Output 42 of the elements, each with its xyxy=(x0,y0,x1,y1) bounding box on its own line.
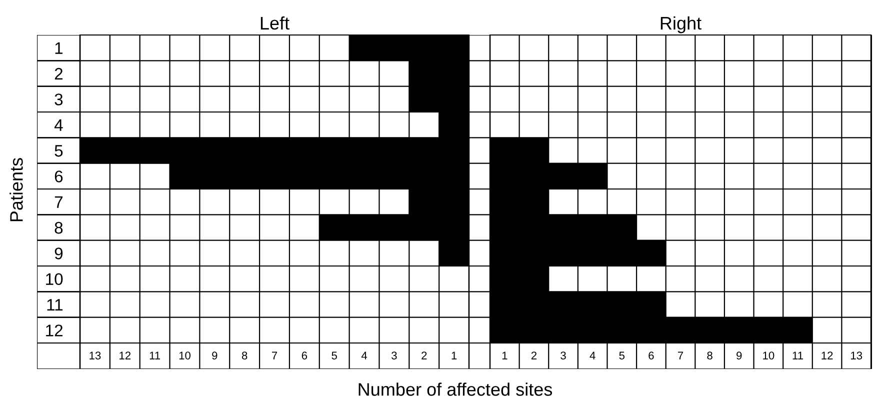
x-tick-label: 6 xyxy=(302,352,308,360)
y-tick-label: 11 xyxy=(47,299,63,311)
x-tick-label: 5 xyxy=(619,352,625,360)
x-tick-label: 1 xyxy=(452,352,457,360)
x-tick-label: 2 xyxy=(531,352,536,360)
x-tick-label: 2 xyxy=(422,352,427,360)
x-tick-label: 13 xyxy=(90,352,101,360)
y-tick-label: 12 xyxy=(46,324,62,336)
x-tick-label: 3 xyxy=(392,352,397,360)
x-tick-label: 11 xyxy=(792,352,803,360)
y-tick-label: 2 xyxy=(54,68,62,80)
chart-title: Right xyxy=(660,16,702,34)
y-tick-label: 8 xyxy=(54,222,63,234)
y-tick-label: 4 xyxy=(54,119,63,131)
y-tick-label: 5 xyxy=(54,145,63,157)
x-tick-label: 5 xyxy=(332,352,337,360)
y-tick-label: 3 xyxy=(54,94,63,106)
x-tick-label: 8 xyxy=(242,352,248,360)
y-tick-label: 7 xyxy=(54,196,62,208)
chart-title: Left xyxy=(260,16,290,30)
x-tick-label: 11 xyxy=(150,352,160,360)
x-tick-label: 9 xyxy=(736,352,742,360)
x-tick-label: 13 xyxy=(851,352,862,360)
x-tick-label: 8 xyxy=(707,352,712,360)
y-tick-label: 10 xyxy=(46,273,63,286)
y-tick-label: 6 xyxy=(54,170,63,182)
x-tick-label: 3 xyxy=(560,352,566,360)
x-tick-label: 9 xyxy=(212,352,218,360)
x-tick-label: 1 xyxy=(502,352,508,360)
x-tick-label: 12 xyxy=(120,352,131,360)
x-tick-label: 4 xyxy=(361,352,368,360)
x-tick-label: 4 xyxy=(590,352,596,360)
x-tick-label: 10 xyxy=(179,352,190,360)
x-axis-title: Number of affected sites xyxy=(358,382,552,396)
y-axis-title: Patients xyxy=(10,158,23,222)
x-tick-label: 10 xyxy=(763,352,774,360)
x-tick-label: 7 xyxy=(678,352,684,360)
x-tick-label: 6 xyxy=(648,352,654,360)
y-tick-label: 9 xyxy=(54,248,63,260)
x-tick-label: 7 xyxy=(272,352,278,360)
y-tick-label: 1 xyxy=(55,42,63,54)
x-tick-label: 12 xyxy=(822,352,833,360)
